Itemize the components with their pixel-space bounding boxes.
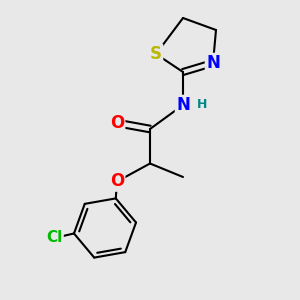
- Text: N: N: [176, 96, 190, 114]
- Text: O: O: [110, 172, 124, 190]
- Text: S: S: [150, 45, 162, 63]
- Text: N: N: [206, 54, 220, 72]
- Text: H: H: [197, 98, 208, 112]
- Text: O: O: [110, 114, 124, 132]
- Text: Cl: Cl: [46, 230, 63, 245]
